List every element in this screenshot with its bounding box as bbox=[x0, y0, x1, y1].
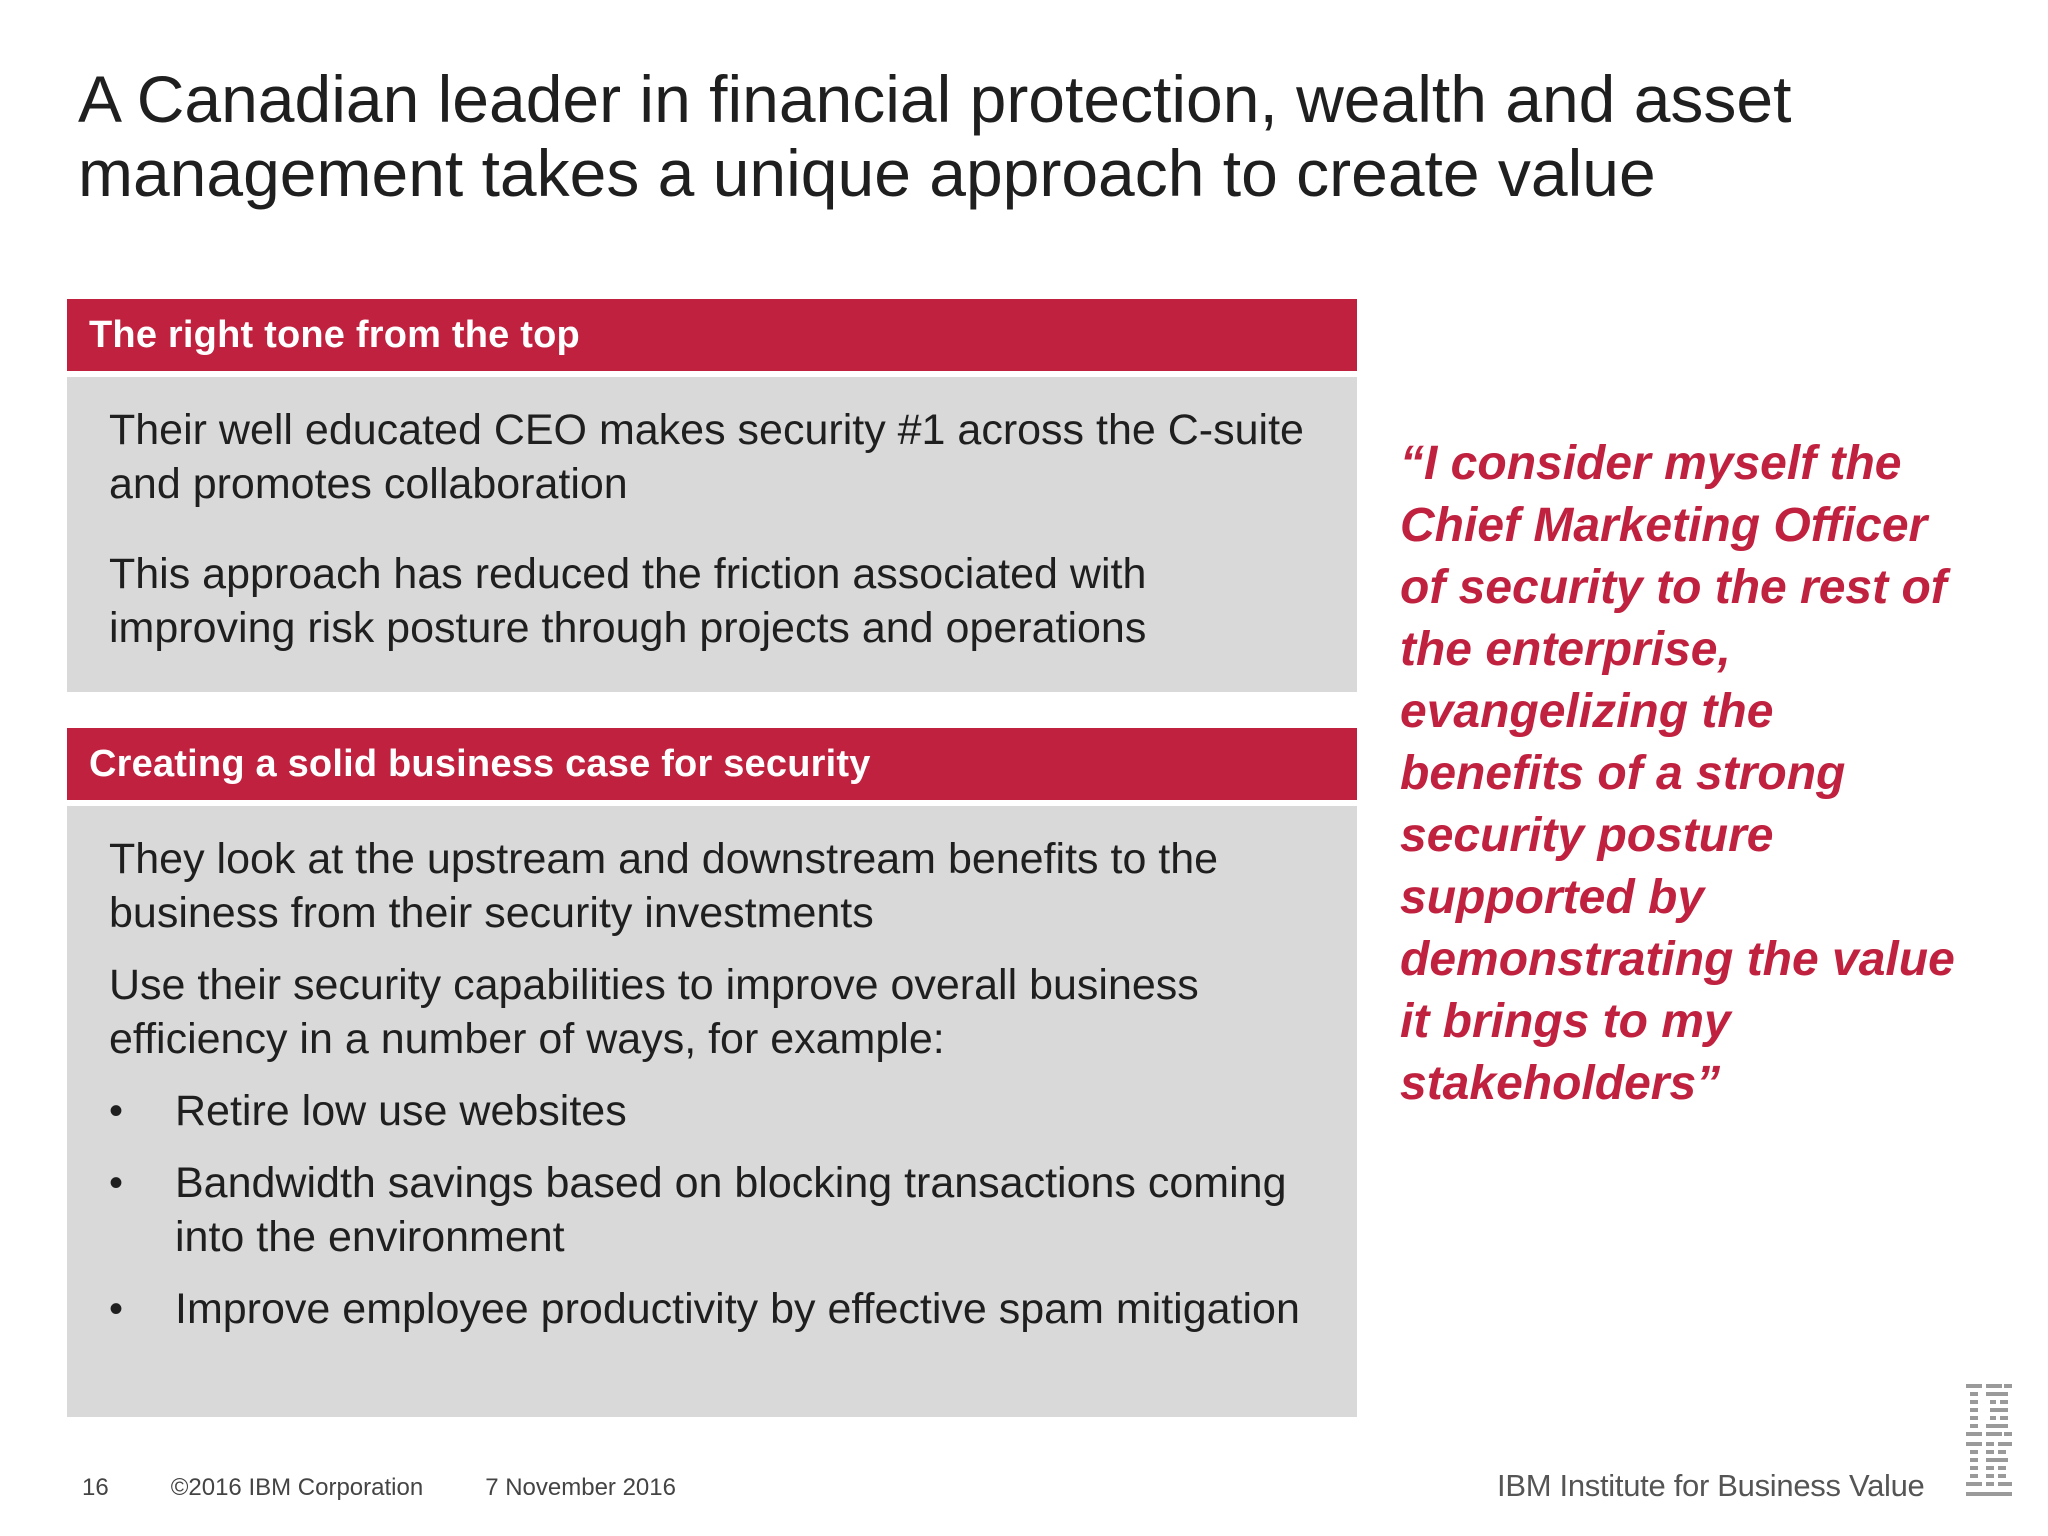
list-item: • Improve employee productivity by effec… bbox=[109, 1282, 1317, 1336]
list-item: • Retire low use websites bbox=[109, 1084, 1317, 1138]
bullet-text: Bandwidth savings based on blocking tran… bbox=[175, 1159, 1287, 1261]
section-paragraph: This approach has reduced the friction a… bbox=[109, 550, 1147, 652]
quote-line: the enterprise, bbox=[1400, 623, 1731, 676]
quote-line: demonstrating the value bbox=[1400, 933, 1955, 986]
section-body: They look at the upstream and downstream… bbox=[67, 806, 1357, 1417]
section-paragraph: Their well educated CEO makes security #… bbox=[109, 406, 1304, 508]
ibm-logo-icon bbox=[1966, 1384, 2012, 1496]
copyright-text: ©2016 IBM Corporation bbox=[170, 1474, 424, 1501]
page-number: 16 bbox=[82, 1474, 109, 1501]
footer-date: 7 November 2016 bbox=[485, 1474, 676, 1501]
section-header: The right tone from the top bbox=[67, 299, 1357, 371]
quote-line: evangelizing the bbox=[1400, 685, 1774, 738]
section-header: Creating a solid business case for secur… bbox=[67, 728, 1357, 800]
section-paragraph: They look at the upstream and downstream… bbox=[109, 835, 1219, 937]
section-body: Their well educated CEO makes security #… bbox=[67, 377, 1357, 692]
bullet-text: Retire low use websites bbox=[175, 1087, 627, 1135]
bullet-icon: • bbox=[109, 1161, 124, 1205]
section-business-case: Creating a solid business case for secur… bbox=[67, 728, 1357, 1417]
quote-line: Chief Marketing Officer bbox=[1400, 499, 1928, 552]
section-right-tone: The right tone from the top Their well e… bbox=[67, 299, 1357, 692]
quote-line: security posture bbox=[1400, 809, 1774, 862]
quote-line: supported by bbox=[1400, 871, 1705, 924]
bullet-text: Improve employee productivity by effecti… bbox=[175, 1285, 1300, 1333]
slide-title-line-2: management takes a unique approach to cr… bbox=[78, 136, 1656, 210]
quote-line: benefits of a strong bbox=[1400, 747, 1846, 800]
brand-text: IBM Institute for Business Value bbox=[1497, 1468, 1925, 1503]
bullet-list: • Retire low use websites • Bandwidth sa… bbox=[109, 1084, 1317, 1336]
quote-line: of security to the rest of bbox=[1400, 561, 1947, 614]
bullet-icon: • bbox=[109, 1287, 124, 1331]
quote-line: “I consider myself the bbox=[1400, 437, 1902, 490]
slide-title: A Canadian leader in financial protectio… bbox=[78, 62, 1938, 210]
quote-line: it brings to my bbox=[1400, 995, 1731, 1048]
bullet-icon: • bbox=[109, 1089, 124, 1133]
pull-quote: “I consider myself the Chief Marketing O… bbox=[1400, 433, 2010, 1115]
list-item: • Bandwidth savings based on blocking tr… bbox=[109, 1156, 1317, 1264]
section-paragraph: Use their security capabilities to impro… bbox=[109, 961, 1199, 1063]
quote-line: stakeholders” bbox=[1400, 1057, 1721, 1110]
slide-title-line-1: A Canadian leader in financial protectio… bbox=[78, 62, 1792, 136]
slide-footer: 16 ©2016 IBM Corporation 7 November 2016 bbox=[82, 1474, 676, 1502]
